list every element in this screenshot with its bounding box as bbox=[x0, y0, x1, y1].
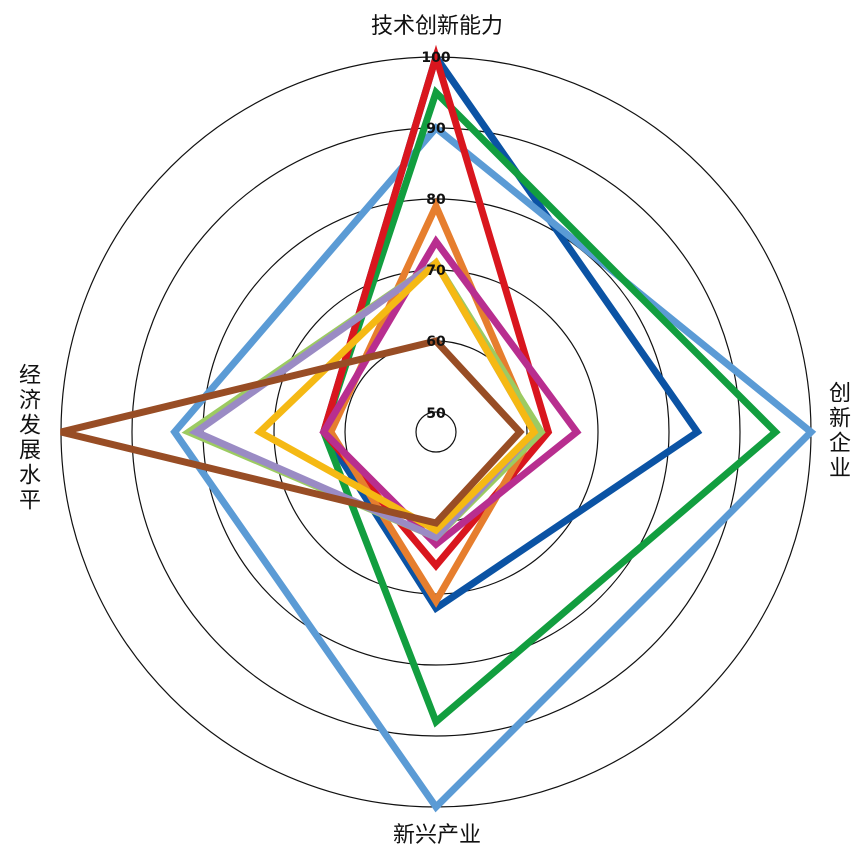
axis-label-char: 平 bbox=[19, 489, 41, 514]
series-polygon-2 bbox=[170, 123, 817, 813]
series-polygon-9 bbox=[253, 257, 539, 535]
tick-label-80: 80 bbox=[426, 192, 446, 208]
axis-label-char: 经 bbox=[19, 364, 41, 389]
series-polygons bbox=[60, 44, 817, 813]
tick-label-100: 100 bbox=[421, 50, 450, 66]
axis-label-char: 发 bbox=[19, 414, 41, 439]
series-polygon-4 bbox=[319, 44, 553, 572]
axis-label-char: 济 bbox=[19, 389, 41, 414]
axis-label-char: 新 bbox=[829, 407, 851, 432]
tick-label-50: 50 bbox=[426, 406, 446, 422]
axis-label-char: 业 bbox=[829, 457, 851, 482]
axis-label-char: 创 bbox=[829, 382, 851, 407]
axis-label-top: 技术创新能力 bbox=[371, 14, 503, 39]
series-polygon-3 bbox=[319, 86, 781, 728]
tick-label-70: 70 bbox=[426, 263, 446, 279]
grid-ring-70 bbox=[273, 269, 599, 595]
grid-ring-90 bbox=[131, 127, 741, 737]
tick-label-90: 90 bbox=[426, 121, 446, 137]
series-polygon-6 bbox=[319, 235, 582, 549]
axis-label-char: 企 bbox=[829, 432, 851, 457]
axis-label-char: 展 bbox=[19, 439, 41, 464]
tick-label-60: 60 bbox=[426, 334, 446, 350]
axis-label-bottom: 新兴产业 bbox=[393, 823, 481, 848]
series-polygon-10 bbox=[60, 337, 525, 527]
radial-tick-labels: 50 60 70 80 90 100 bbox=[421, 50, 450, 422]
axis-label-char: 水 bbox=[19, 464, 41, 489]
grid-ring-50 bbox=[415, 411, 457, 453]
